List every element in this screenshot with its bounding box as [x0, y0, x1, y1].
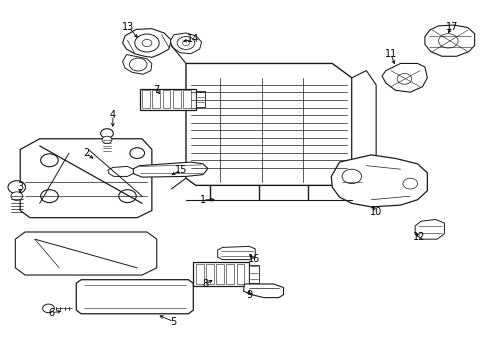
Text: 15: 15 [175, 165, 187, 175]
Circle shape [8, 181, 25, 194]
Text: 10: 10 [369, 207, 382, 217]
Polygon shape [243, 284, 283, 298]
Circle shape [41, 154, 58, 167]
Polygon shape [414, 220, 444, 239]
Polygon shape [20, 139, 152, 218]
Circle shape [402, 178, 417, 189]
Polygon shape [132, 162, 207, 177]
Bar [152, 90, 160, 108]
Bar [140, 89, 195, 110]
Circle shape [182, 41, 189, 45]
Polygon shape [381, 63, 427, 92]
Circle shape [438, 34, 457, 48]
Text: 8: 8 [202, 279, 208, 289]
Circle shape [42, 304, 54, 313]
Text: 13: 13 [122, 22, 134, 32]
Circle shape [41, 190, 58, 203]
Polygon shape [122, 29, 171, 57]
Bar [193, 262, 249, 286]
Bar [216, 264, 224, 284]
Bar [195, 264, 203, 284]
Circle shape [396, 73, 411, 84]
Bar [183, 90, 190, 108]
Circle shape [102, 136, 112, 143]
Text: 11: 11 [384, 49, 396, 59]
Bar [226, 264, 234, 284]
Circle shape [119, 190, 136, 203]
Text: 5: 5 [170, 317, 177, 327]
Text: 6: 6 [49, 308, 55, 318]
Bar [142, 90, 150, 108]
Bar [236, 264, 244, 284]
Text: 17: 17 [445, 22, 457, 32]
Circle shape [11, 192, 22, 201]
Text: 16: 16 [247, 254, 260, 264]
Polygon shape [170, 33, 201, 54]
Polygon shape [217, 246, 255, 260]
Circle shape [341, 169, 361, 184]
Circle shape [142, 40, 152, 46]
Circle shape [135, 34, 159, 52]
Bar [205, 264, 213, 284]
Text: 4: 4 [110, 111, 116, 121]
Text: 1: 1 [200, 195, 206, 205]
Text: 14: 14 [187, 35, 199, 44]
Text: 3: 3 [17, 182, 23, 192]
Text: 2: 2 [83, 148, 89, 158]
Circle shape [130, 148, 144, 158]
Polygon shape [330, 155, 427, 207]
Polygon shape [351, 71, 375, 178]
Bar [172, 90, 180, 108]
Text: 7: 7 [153, 85, 160, 95]
Polygon shape [108, 166, 133, 176]
Circle shape [129, 58, 147, 71]
Bar [249, 265, 259, 283]
Bar [195, 91, 205, 107]
Circle shape [101, 129, 113, 138]
Polygon shape [424, 25, 474, 56]
Polygon shape [76, 280, 193, 314]
Polygon shape [185, 63, 351, 185]
Text: 9: 9 [246, 290, 252, 300]
Text: 12: 12 [412, 232, 425, 242]
Bar [162, 90, 170, 108]
Circle shape [177, 37, 194, 49]
Polygon shape [122, 54, 152, 74]
Polygon shape [15, 232, 157, 275]
